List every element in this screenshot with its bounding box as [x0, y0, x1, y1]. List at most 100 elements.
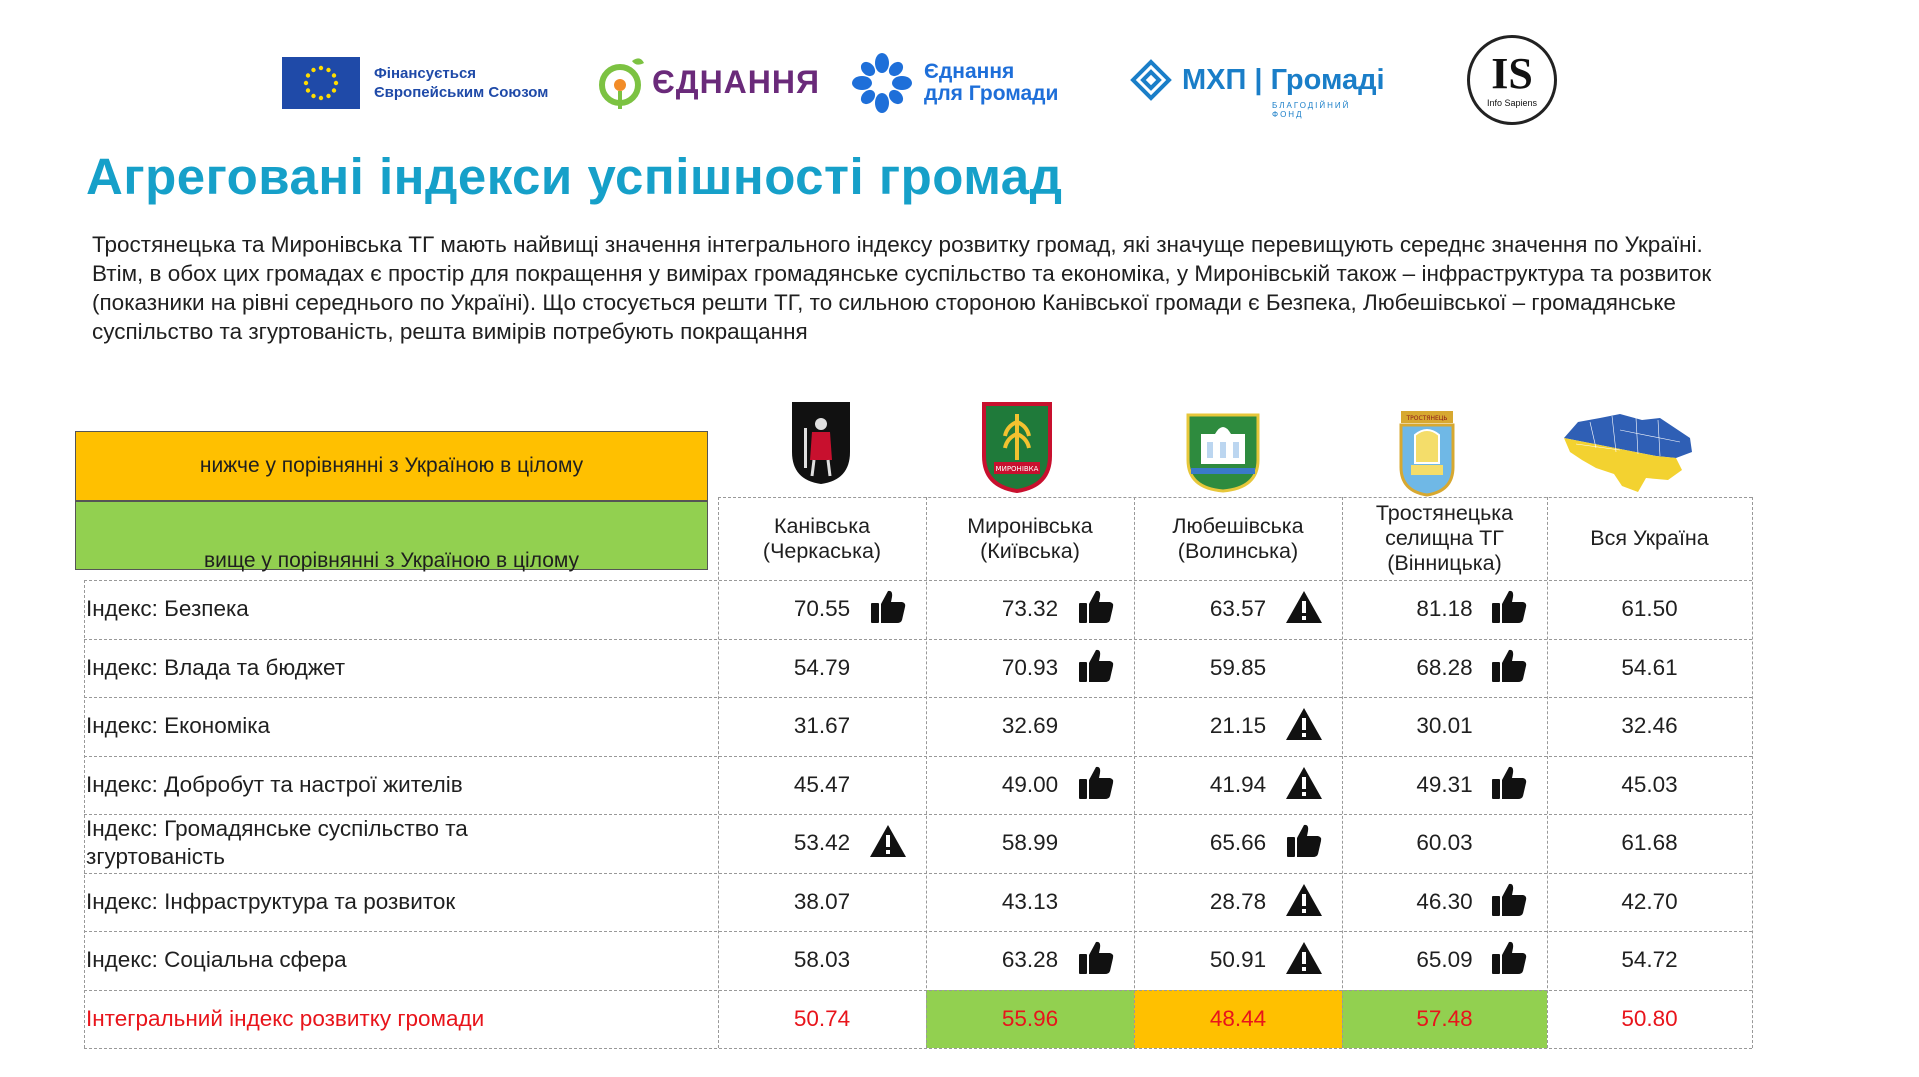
thumbs-up-icon — [1489, 938, 1529, 978]
index-value: 49.31 — [1416, 771, 1473, 797]
ornament-icon — [1130, 59, 1172, 101]
gridline — [84, 1048, 1752, 1049]
gridline — [718, 497, 1752, 498]
gridline — [1547, 497, 1548, 1048]
index-value: 43.13 — [1001, 888, 1059, 914]
myronivka-emblem-icon: МИРОНІВКА — [982, 402, 1052, 494]
gridline — [84, 989, 1752, 991]
mhp-text: МХП | Громаді — [1182, 63, 1385, 96]
info-sapiens-logo: IS Info Sapiens — [1467, 35, 1557, 125]
legend-below-text: нижче у порівнянні з Україною в цілому — [199, 454, 584, 477]
gridline — [718, 497, 719, 1048]
eu-text-line2: Європейським Союзом — [374, 84, 549, 101]
thumbs-up-icon — [868, 587, 908, 627]
row-label: Індекс: Влада та бюджет — [86, 639, 716, 698]
index-value: 60.03 — [1416, 830, 1473, 856]
row-label: Індекс: Добробут та настрої жителів — [86, 756, 716, 815]
legend-above-text: вище у порівнянні з Україною в цілому — [203, 549, 580, 572]
column-header-myronivka: Миронівська (Київська) — [926, 497, 1134, 580]
ednannya-hromady-logo: Єднання для Громади — [852, 53, 1058, 113]
thumbs-up-icon — [1489, 587, 1529, 627]
column-header-line: (Київська) — [980, 538, 1080, 563]
flower-icon — [852, 53, 912, 113]
legend-above: вище у порівнянні з Україною в цілому — [75, 501, 708, 572]
gridline — [84, 580, 85, 1048]
edg-line1: Єднання — [924, 60, 1015, 83]
column-header-kaniv: Канівська (Черкаська) — [718, 497, 926, 580]
column-header-line: Канівська — [773, 513, 871, 538]
index-value: 21.15 — [1209, 713, 1267, 739]
row-label-text: згуртованість — [86, 844, 226, 870]
gridline — [84, 697, 1752, 698]
eu-text-line1: Фінансується — [374, 65, 477, 82]
row-label: Індекс: Економіка — [86, 697, 716, 756]
column-header-line: Вся Україна — [1590, 526, 1709, 550]
partner-logos: Фінансується Європейським Союзом ЄДНАННЯ — [282, 35, 1562, 130]
warning-icon — [868, 821, 908, 861]
mhp-logo: МХП | Громаді БЛАГОДІЙНИЙ ФОНД — [1130, 59, 1385, 119]
row-label-text: Індекс: Безпека — [86, 596, 249, 622]
index-value: 58.99 — [1001, 830, 1059, 856]
row-label: Індекс: Інфраструктура та розвиток — [86, 873, 716, 932]
index-value: 53.42 — [793, 830, 851, 856]
gridline — [84, 580, 1752, 581]
index-value: 61.68 — [1621, 830, 1678, 856]
column-header-line: (Вінницька) — [1387, 551, 1502, 575]
kaniv-emblem-icon — [792, 402, 850, 484]
myronivka-emblem-text: МИРОНІВКА — [996, 465, 1039, 473]
index-value: 46.30 — [1416, 888, 1473, 914]
page-title: Агреговані індекси успішності громад — [86, 148, 1063, 205]
warning-icon — [1284, 704, 1324, 744]
eu-flag-icon — [282, 57, 360, 109]
index-value: 59.85 — [1209, 654, 1267, 680]
thumbs-up-icon — [1076, 938, 1116, 978]
gridline — [1752, 497, 1753, 1048]
index-value: 30.01 — [1416, 713, 1473, 739]
warning-icon — [1284, 880, 1324, 920]
ednannya-text: ЄДНАННЯ — [652, 63, 820, 100]
index-value: 68.28 — [1416, 654, 1473, 680]
row-label-text: Індекс: Соціальна сфера — [86, 947, 347, 973]
warning-icon — [1284, 763, 1324, 803]
warning-icon — [1284, 938, 1324, 978]
column-header-line: Миронівська — [967, 513, 1093, 538]
index-value: 61.50 — [1621, 596, 1678, 622]
row-label-text: Індекс: Добробут та настрої жителів — [86, 771, 463, 797]
index-value: 31.67 — [793, 713, 851, 739]
index-value: 70.55 — [793, 596, 851, 622]
row-label: Індекс: Соціальна сфера — [86, 931, 716, 990]
ednannya-logo: ЄДНАННЯ — [598, 51, 820, 113]
index-value: 65.09 — [1416, 947, 1473, 973]
thumbs-up-icon — [1076, 646, 1116, 686]
index-value: 54.72 — [1621, 947, 1678, 973]
row-label: Індекс: Безпека — [86, 580, 716, 639]
intro-paragraph: Тростянецька та Миронівська ТГ мають най… — [92, 232, 1712, 344]
eu-funding-text: Фінансується Європейським Союзом — [374, 64, 548, 102]
trostianets-emblem-text: ТРОСТЯНЕЦЬ — [1405, 415, 1447, 422]
index-value: 63.28 — [1001, 947, 1059, 973]
thumbs-up-icon — [1489, 880, 1529, 920]
index-value: 58.03 — [793, 947, 851, 973]
integral-value: 55.96 — [1001, 1005, 1059, 1031]
gridline — [84, 755, 1752, 757]
index-value: 32.46 — [1621, 713, 1678, 739]
column-header-line: селищна ТГ — [1385, 526, 1504, 550]
integral-value: 48.44 — [1209, 1005, 1267, 1031]
integral-value: 57.48 — [1416, 1005, 1473, 1031]
index-value: 32.69 — [1001, 713, 1059, 739]
index-value: 42.70 — [1621, 888, 1678, 914]
gridline — [84, 638, 1752, 640]
mhp-subtitle: БЛАГОДІЙНИЙ ФОНД — [1272, 101, 1351, 119]
thumbs-up-icon — [1284, 821, 1324, 861]
legend-below: нижче у порівнянні з Україною в цілому — [75, 431, 708, 501]
ednannya-hromady-text: Єднання для Громади — [924, 61, 1058, 105]
index-value: 38.07 — [793, 888, 851, 914]
ukraine-map-icon — [1564, 414, 1692, 492]
index-value: 45.03 — [1621, 771, 1678, 797]
column-header-liubeshiv: Любешівська (Волинська) — [1134, 497, 1342, 580]
gridline — [84, 814, 1752, 815]
index-value: 54.79 — [793, 654, 851, 680]
integral-value: 50.80 — [1621, 1005, 1678, 1031]
column-header-line: Любешівська — [1172, 513, 1304, 538]
thumbs-up-icon — [1489, 646, 1529, 686]
